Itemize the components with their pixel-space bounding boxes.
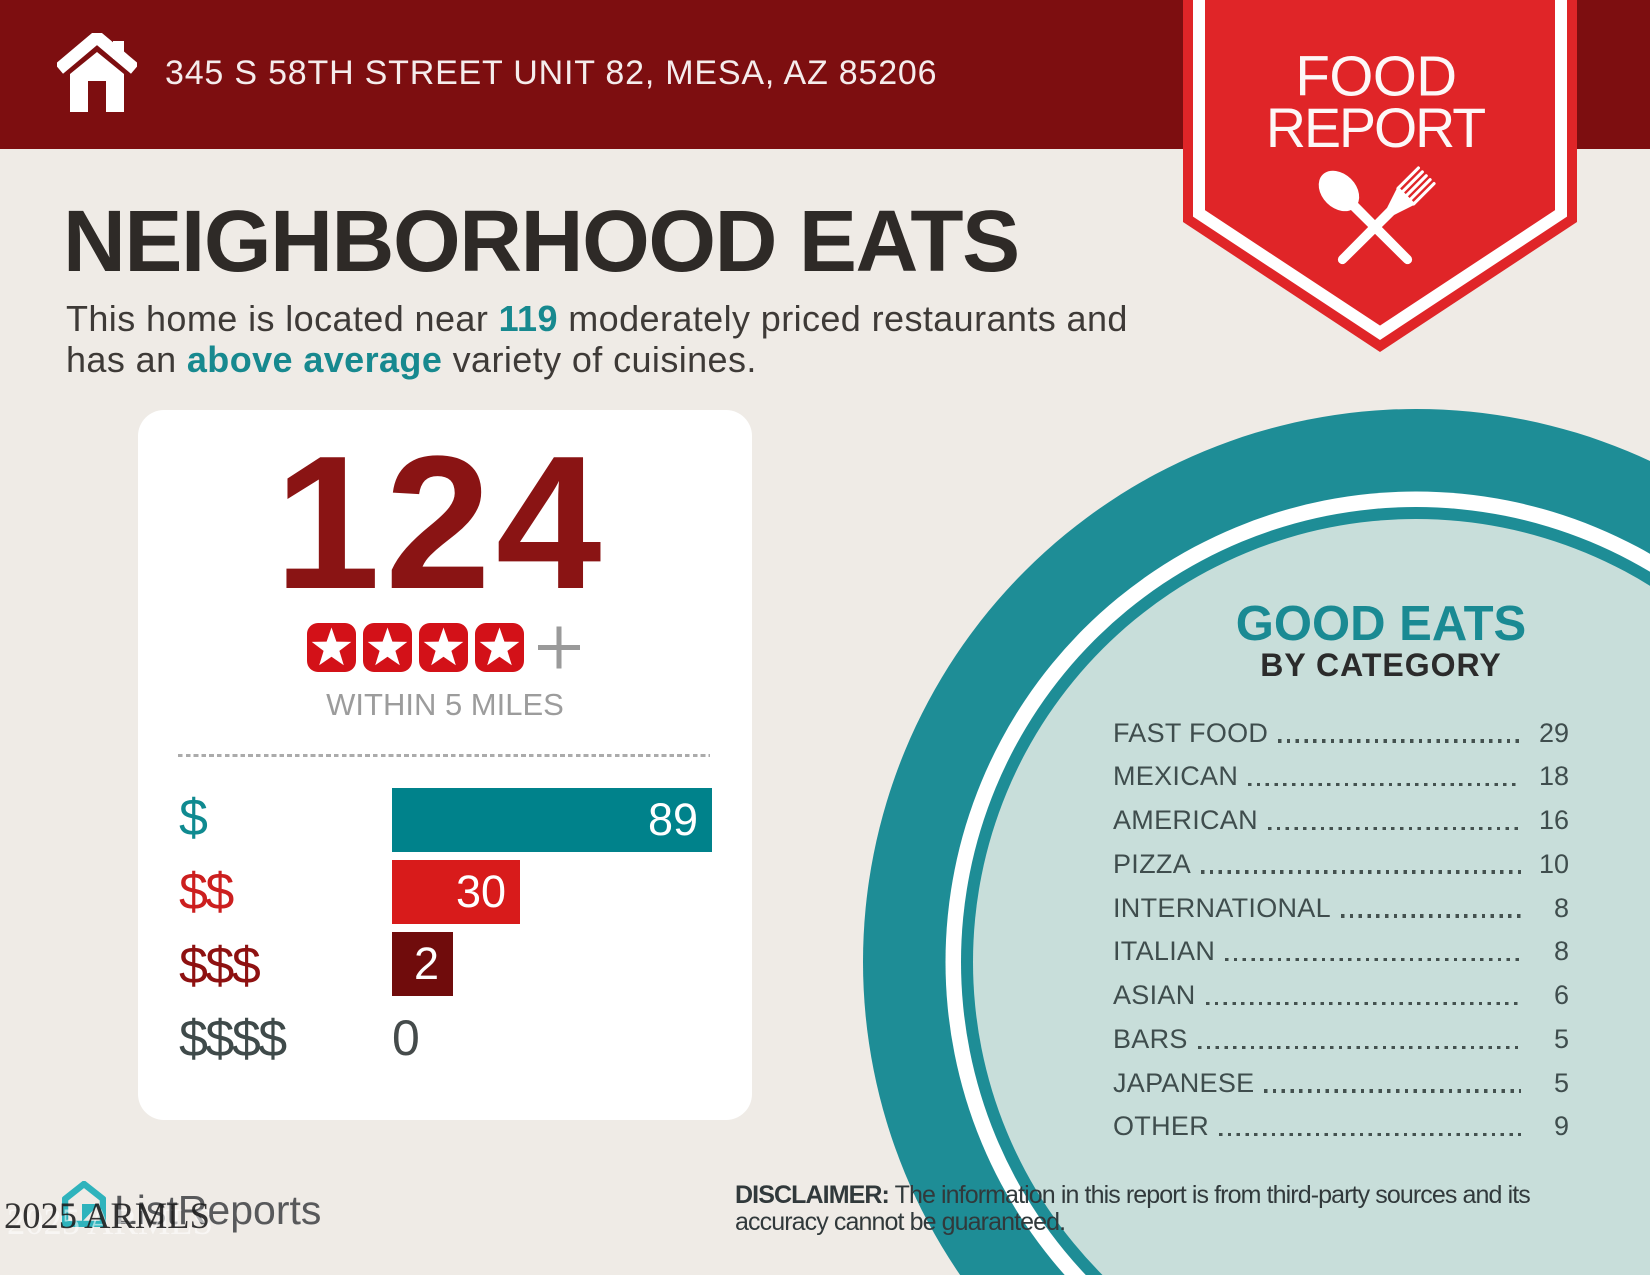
svg-text:REPORT: REPORT	[1266, 97, 1485, 159]
svg-text:FOOD: FOOD	[1295, 45, 1456, 108]
